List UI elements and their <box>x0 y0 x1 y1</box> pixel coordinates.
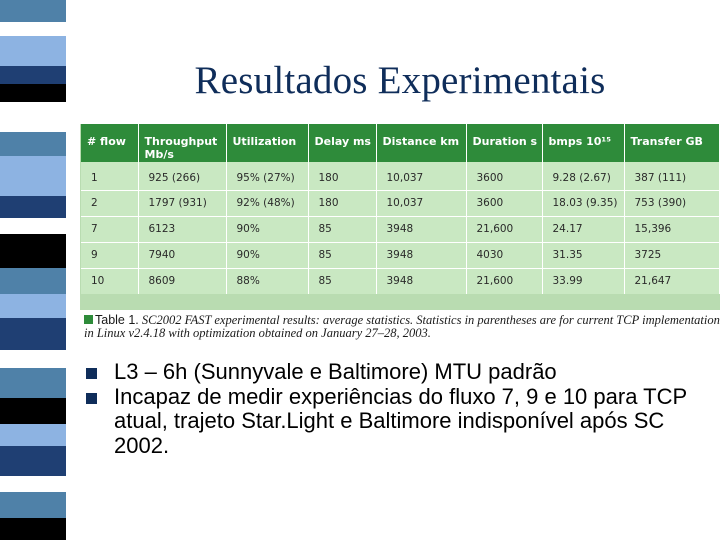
bullet-square-icon <box>86 392 97 404</box>
results-table-container: # flow Throughput Mb/s Utilization Delay… <box>80 124 720 310</box>
table-cell: 88% <box>226 267 309 294</box>
table-cell: 24.17 <box>542 215 625 242</box>
table-cell: 21,600 <box>466 215 543 242</box>
col-header-utilization: Utilization <box>226 124 309 162</box>
table-cell: 180 <box>308 162 377 190</box>
table-cell: 3600 <box>466 162 543 190</box>
strip-block <box>0 66 66 84</box>
strip-block <box>0 196 66 218</box>
bullet-text: L3 – 6h (Sunnyvale e Baltimore) MTU padr… <box>114 359 557 384</box>
strip-block <box>0 492 66 518</box>
table-cell: 9.28 (2.67) <box>542 162 625 190</box>
strip-block <box>0 368 66 398</box>
table-cell: 92% (48%) <box>226 189 309 216</box>
table-cell: 4030 <box>466 241 543 268</box>
table-cell: 9 <box>81 241 139 268</box>
strip-block <box>0 156 66 196</box>
strip-block <box>0 350 66 368</box>
table-cell: 753 (390) <box>624 189 720 216</box>
table-cell: 1 <box>81 162 139 190</box>
bullet-item: Incapaz de medir experiências do fluxo 7… <box>86 383 716 459</box>
strip-block <box>0 294 66 318</box>
table-cell: 15,396 <box>624 215 720 242</box>
col-header-delay: Delay ms <box>308 124 377 162</box>
strip-block <box>0 36 66 66</box>
strip-block <box>0 518 66 540</box>
table-row: 1 925 (266) 95% (27%) 180 10,037 3600 9.… <box>81 162 720 190</box>
table-header-row: # flow Throughput Mb/s Utilization Delay… <box>81 124 720 162</box>
table-cell: 85 <box>308 267 377 294</box>
table-cell: 7 <box>81 215 139 242</box>
strip-block <box>0 476 66 492</box>
table-cell: 31.35 <box>542 241 625 268</box>
slide-title: Resultados Experimentais <box>194 59 606 102</box>
table-cell: 21,647 <box>624 267 720 294</box>
caption-square-icon <box>84 315 93 324</box>
caption-label: Table 1. <box>95 313 139 327</box>
results-table: # flow Throughput Mb/s Utilization Delay… <box>81 124 720 294</box>
table-caption: Table 1. SC2002 FAST experimental result… <box>84 314 720 340</box>
col-header-bmps: bmps 10¹⁵ <box>542 124 625 162</box>
table-cell: 85 <box>308 241 377 268</box>
table-cell: 1797 (931) <box>138 189 227 216</box>
table-cell: 10,037 <box>376 189 467 216</box>
col-header-transfer: Transfer GB <box>624 124 720 162</box>
table-row: 7 6123 90% 85 3948 21,600 24.17 15,396 <box>81 215 720 242</box>
table-cell: 33.99 <box>542 267 625 294</box>
bullet-text: Incapaz de medir experiências do fluxo 7… <box>114 383 687 458</box>
strip-block <box>0 218 66 234</box>
table-cell: 180 <box>308 189 377 216</box>
col-header-distance: Distance km <box>376 124 467 162</box>
table-cell: 90% <box>226 215 309 242</box>
caption-text: SC2002 FAST experimental results: averag… <box>84 313 720 340</box>
table-cell: 85 <box>308 215 377 242</box>
col-header-flow: # flow <box>81 124 139 162</box>
table-cell: 21,600 <box>466 267 543 294</box>
strip-block <box>0 84 66 102</box>
strip-block <box>0 234 66 268</box>
strip-block <box>0 268 66 294</box>
table-cell: 18.03 (9.35) <box>542 189 625 216</box>
table-cell: 7940 <box>138 241 227 268</box>
table-cell: 3600 <box>466 189 543 216</box>
table-row: 10 8609 88% 85 3948 21,600 33.99 21,647 <box>81 267 720 294</box>
table-cell: 10 <box>81 267 139 294</box>
table-cell: 925 (266) <box>138 162 227 190</box>
table-cell: 10,037 <box>376 162 467 190</box>
col-header-duration: Duration s <box>466 124 543 162</box>
table-cell: 8609 <box>138 267 227 294</box>
table-cell: 95% (27%) <box>226 162 309 190</box>
bullet-item: L3 – 6h (Sunnyvale e Baltimore) MTU padr… <box>86 359 716 385</box>
col-header-throughput: Throughput Mb/s <box>138 124 227 162</box>
bullet-list: L3 – 6h (Sunnyvale e Baltimore) MTU padr… <box>86 359 716 459</box>
table-cell: 2 <box>81 189 139 216</box>
table-cell: 3948 <box>376 241 467 268</box>
strip-block <box>0 446 66 476</box>
strip-block <box>0 398 66 424</box>
bullet-square-icon <box>86 368 97 379</box>
strip-block <box>0 132 66 156</box>
decorative-left-strip <box>0 0 66 540</box>
strip-block <box>0 0 66 22</box>
table-row: 9 7940 90% 85 3948 4030 31.35 3725 <box>81 241 720 268</box>
table-cell: 3948 <box>376 267 467 294</box>
table-row: 2 1797 (931) 92% (48%) 180 10,037 3600 1… <box>81 189 720 216</box>
strip-block <box>0 424 66 446</box>
strip-block <box>0 102 66 132</box>
table-cell: 387 (111) <box>624 162 720 190</box>
table-cell: 3725 <box>624 241 720 268</box>
table-cell: 6123 <box>138 215 227 242</box>
table-cell: 90% <box>226 241 309 268</box>
strip-block <box>0 22 66 36</box>
strip-block <box>0 318 66 350</box>
table-cell: 3948 <box>376 215 467 242</box>
